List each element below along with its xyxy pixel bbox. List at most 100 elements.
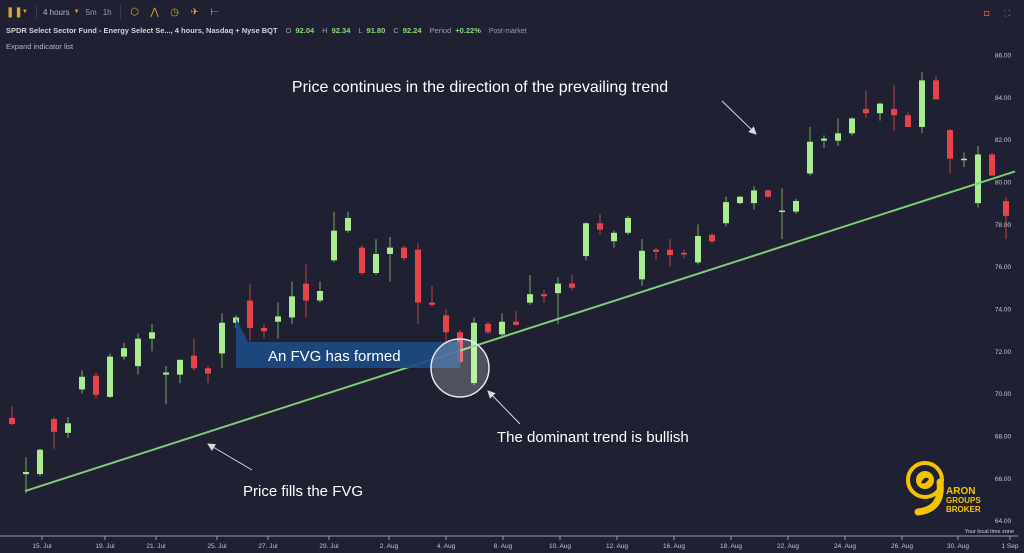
candles-icon[interactable]: ❚❚: [6, 6, 23, 18]
candle[interactable]: [401, 245, 407, 261]
candle[interactable]: [387, 237, 393, 282]
candle[interactable]: [681, 249, 687, 259]
candle[interactable]: [569, 275, 575, 290]
candle[interactable]: [93, 372, 99, 398]
candle[interactable]: [639, 239, 645, 286]
candle-body: [583, 223, 589, 257]
candle[interactable]: [331, 211, 337, 263]
candle[interactable]: [695, 224, 701, 265]
time-tick-label: 4. Aug: [437, 543, 456, 550]
logo-text: GROUPS: [946, 496, 981, 505]
camera-icon[interactable]: ◘: [984, 8, 990, 18]
candle-body: [303, 283, 309, 301]
candle[interactable]: [625, 215, 631, 235]
candle[interactable]: [303, 264, 309, 318]
expand-indicator-list[interactable]: Expand indicator list: [6, 42, 74, 51]
price-axis[interactable]: 86.00 84.00 82.00 80.00 78.00 76.00 74.00 72.00…: [995, 52, 1012, 525]
candle[interactable]: [877, 102, 883, 121]
candle[interactable]: [807, 126, 813, 176]
candle[interactable]: [975, 145, 981, 208]
logo-text: BROKER: [946, 505, 981, 514]
candle[interactable]: [289, 281, 295, 324]
candle[interactable]: [135, 333, 141, 375]
candle[interactable]: [555, 277, 561, 324]
candle[interactable]: [373, 239, 379, 276]
candle[interactable]: [1003, 196, 1009, 240]
candle[interactable]: [261, 323, 267, 339]
interval-1h[interactable]: 1h: [102, 7, 112, 17]
candle-body: [961, 158, 967, 161]
candle[interactable]: [23, 457, 29, 494]
candle[interactable]: [765, 189, 771, 198]
candle-body: [275, 316, 281, 322]
candle[interactable]: [891, 84, 897, 132]
symbol-title[interactable]: SPDR Select Sector Fund - Energy Select …: [6, 26, 278, 35]
candle[interactable]: [443, 309, 449, 343]
candle[interactable]: [359, 245, 365, 276]
candle[interactable]: [163, 366, 169, 405]
candle[interactable]: [485, 321, 491, 335]
candle[interactable]: [709, 232, 715, 244]
candle[interactable]: [499, 313, 505, 337]
candle[interactable]: [513, 311, 519, 326]
candle[interactable]: [121, 342, 127, 360]
candle[interactable]: [149, 323, 155, 352]
candle[interactable]: [751, 186, 757, 210]
drawing-icon[interactable]: ✈: [190, 6, 199, 18]
timezone-label[interactable]: Your local time zone: [964, 529, 1014, 535]
candle[interactable]: [793, 198, 799, 214]
candle[interactable]: [737, 195, 743, 205]
measure-icon[interactable]: ⊢: [210, 6, 219, 18]
chart-type-dropdown-icon[interactable]: ▼: [22, 9, 28, 15]
candle[interactable]: [415, 243, 421, 324]
candle[interactable]: [723, 196, 729, 227]
candle[interactable]: [989, 152, 995, 176]
candle[interactable]: [107, 353, 113, 398]
candle[interactable]: [191, 338, 197, 371]
candle[interactable]: [821, 135, 827, 149]
candle-body: [723, 202, 729, 224]
candle[interactable]: [205, 366, 211, 384]
candle[interactable]: [835, 118, 841, 146]
candle[interactable]: [611, 230, 617, 248]
candle[interactable]: [317, 281, 323, 303]
candle[interactable]: [653, 247, 659, 261]
fullscreen-icon[interactable]: ⛶: [1004, 8, 1011, 18]
candle[interactable]: [905, 112, 911, 127]
candle[interactable]: [919, 71, 925, 134]
candle[interactable]: [597, 213, 603, 235]
candle[interactable]: [471, 317, 477, 386]
candle[interactable]: [527, 275, 533, 305]
replay-clock-icon[interactable]: ◷: [170, 6, 179, 18]
candle[interactable]: [219, 313, 225, 369]
candle[interactable]: [429, 285, 435, 307]
candle[interactable]: [247, 283, 253, 341]
candle[interactable]: [37, 448, 43, 477]
indicators-icon[interactable]: ⬡: [130, 6, 139, 18]
arrow-icon: [207, 443, 253, 471]
compare-icon[interactable]: ⋀: [150, 6, 159, 18]
candle[interactable]: [9, 406, 15, 426]
interval-5m[interactable]: 5m: [85, 7, 97, 17]
time-axis[interactable]: 15. Jul 19. Jul 21. Jul 25. Jul 27. Jul 29. J…: [32, 536, 1019, 550]
candle[interactable]: [947, 129, 953, 174]
candle[interactable]: [345, 211, 351, 233]
candle[interactable]: [65, 416, 71, 439]
candle[interactable]: [51, 416, 57, 449]
interval-select[interactable]: 4 hours ▼: [43, 8, 80, 17]
candle[interactable]: [275, 302, 281, 339]
candle[interactable]: [779, 188, 785, 240]
candle[interactable]: [849, 117, 855, 136]
trendline[interactable]: [24, 170, 1016, 493]
candle[interactable]: [667, 239, 673, 267]
time-tick-label: 19. Jul: [95, 543, 115, 550]
candle[interactable]: [541, 289, 547, 303]
candle[interactable]: [177, 359, 183, 384]
candle[interactable]: [933, 76, 939, 100]
candle-body: [625, 217, 631, 233]
candle[interactable]: [961, 152, 967, 168]
candle[interactable]: [79, 370, 85, 394]
candle[interactable]: [863, 90, 869, 119]
candle[interactable]: [583, 222, 589, 261]
